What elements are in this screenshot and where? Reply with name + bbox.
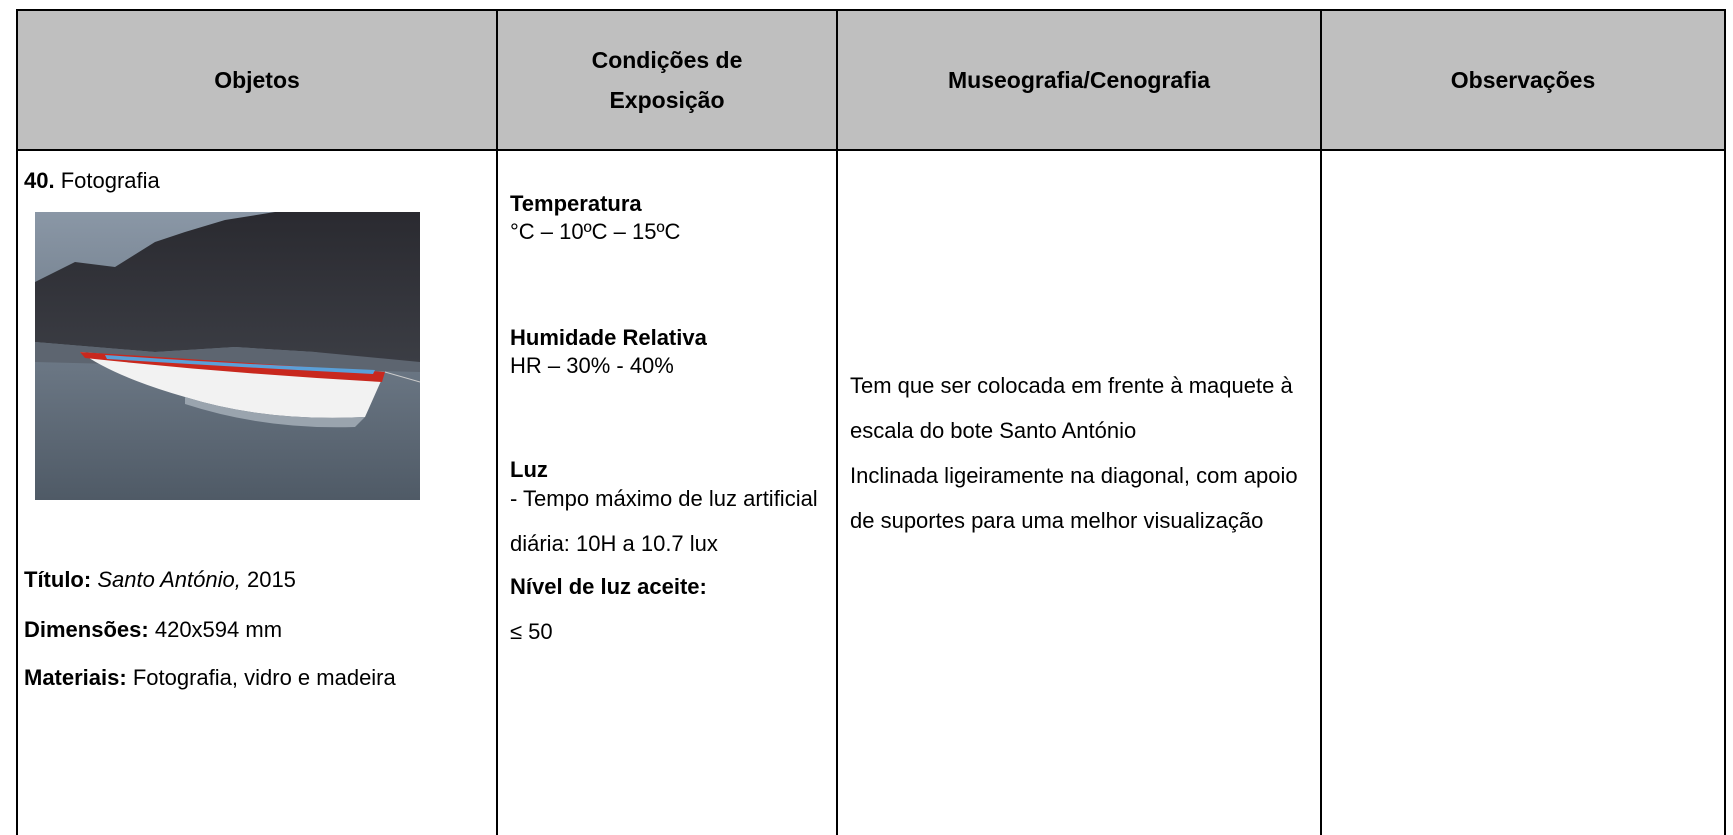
object-type: Fotografia bbox=[60, 168, 160, 193]
border bbox=[496, 10, 498, 835]
border bbox=[836, 10, 838, 835]
object-materials: Materiais: Fotografia, vidro e madeira bbox=[24, 655, 484, 701]
field-label: Título: bbox=[24, 567, 92, 592]
object-heading: 40. Fotografia bbox=[24, 168, 160, 194]
conditions: Luz - Tempo máximo de luz artificial diá… bbox=[510, 456, 832, 656]
header-cell: Observações bbox=[1321, 10, 1725, 150]
condition-label: Nível de luz aceite: bbox=[510, 574, 707, 599]
header-text: Exposição bbox=[609, 87, 725, 113]
header-cell: Objetos bbox=[17, 10, 497, 150]
field-value: 420x594 mm bbox=[154, 617, 283, 642]
condition-value: ≤ 50 bbox=[510, 619, 553, 644]
border bbox=[16, 10, 18, 835]
border bbox=[1724, 10, 1726, 835]
object-dimensions: Dimensões: 420x594 mm bbox=[24, 605, 484, 655]
conditions: Temperatura °C – 10ºC – 15ºC bbox=[510, 190, 832, 246]
condition-label: Luz bbox=[510, 457, 548, 482]
object-title: Título: Santo António, 2015 bbox=[24, 555, 484, 605]
header-cell: Condições de Exposição bbox=[497, 10, 837, 150]
conditions: Humidade Relativa HR – 30% - 40% bbox=[510, 324, 832, 380]
condition-value: °C – 10ºC – 15ºC bbox=[510, 219, 681, 244]
object-details: Título: Santo António, 2015 Dimensões: 4… bbox=[24, 555, 484, 701]
museography-text: Inclinada ligeiramente na diagonal, com … bbox=[850, 463, 1298, 533]
border bbox=[1320, 10, 1322, 835]
border bbox=[16, 9, 1726, 11]
title-year: 2015 bbox=[246, 567, 296, 592]
condition-value: - Tempo máximo de luz artificial diária:… bbox=[510, 486, 818, 556]
header-text: Observações bbox=[1450, 67, 1596, 93]
border bbox=[16, 149, 1726, 151]
condition-label: Humidade Relativa bbox=[510, 325, 707, 350]
header-text: Objetos bbox=[214, 67, 300, 93]
condition-label: Temperatura bbox=[510, 191, 642, 216]
field-label: Dimensões: bbox=[24, 617, 149, 642]
header-cell: Museografia/Cenografia bbox=[837, 10, 1321, 150]
header-text: Condições de bbox=[591, 47, 743, 73]
photo bbox=[35, 212, 420, 500]
header-text: Museografia/Cenografia bbox=[948, 67, 1210, 93]
title-value: Santo António, bbox=[97, 567, 241, 592]
museography: Tem que ser colocada em frente à maquete… bbox=[850, 363, 1316, 543]
field-value: Fotografia, vidro e madeira bbox=[132, 665, 396, 690]
object-number: 40. bbox=[24, 168, 55, 193]
field-label: Materiais: bbox=[24, 665, 127, 690]
condition-value: HR – 30% - 40% bbox=[510, 353, 674, 378]
museography-text: Tem que ser colocada em frente à maquete… bbox=[850, 373, 1293, 443]
